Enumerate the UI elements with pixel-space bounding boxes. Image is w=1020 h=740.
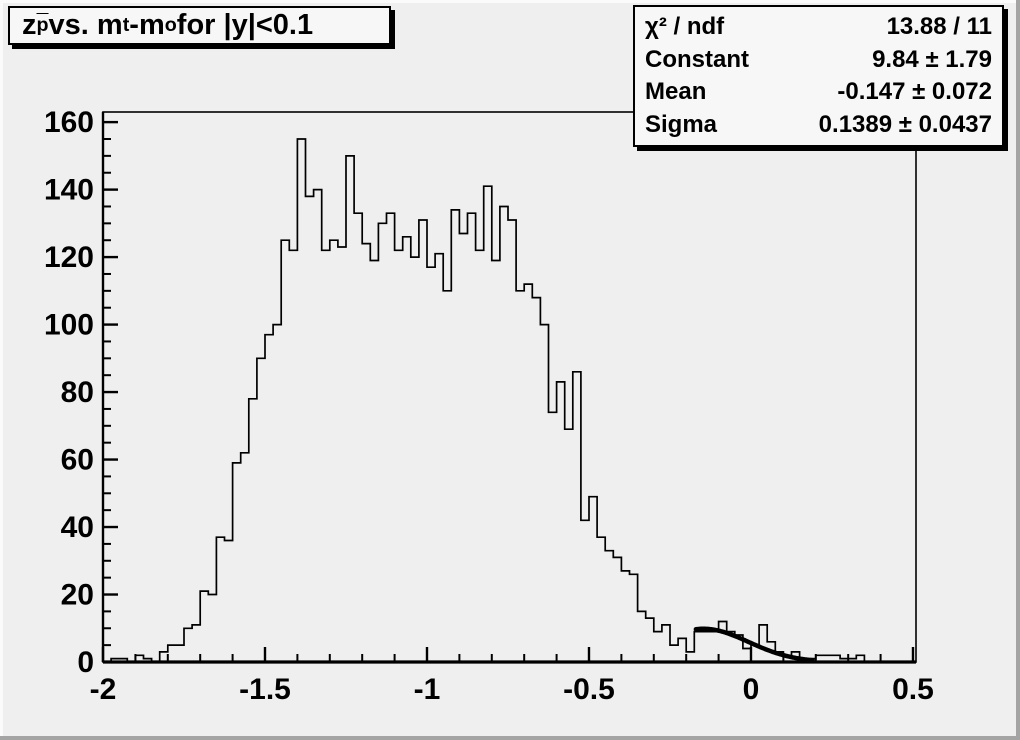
y-tick-label: 60 [61,444,94,477]
title-segment: vs. m [48,9,123,41]
canvas-bevel-left [0,0,3,740]
x-tick-label: -0.5 [563,673,615,706]
stats-label-chi2: χ² / ndf [645,13,725,41]
histogram-outline [103,138,916,663]
fit-stats-box: χ² / ndf 13.88 / 11 Constant 9.84 ± 1.79… [633,5,1004,147]
stats-value-sigma: 0.1389 ± 0.0437 [818,110,992,138]
title-segment: o [164,14,177,36]
y-tick-label: 20 [61,579,94,612]
stats-value-mean: -0.147 ± 0.072 [837,78,992,106]
title-segment: -m [129,9,165,41]
title-segment: p [36,14,49,36]
stats-value-chi2: 13.88 / 11 [886,13,992,41]
stats-label-sigma: Sigma [645,110,718,138]
title-segment: for |y|<0.1 [176,9,314,41]
title-segment: z [22,9,37,41]
stats-row-sigma: Sigma 0.1389 ± 0.0437 [645,109,992,141]
x-tick-label: -1.5 [239,673,291,706]
stats-label-constant: Constant [645,45,749,73]
y-tick-label: 80 [61,376,94,409]
canvas-bevel-bottom [0,736,1020,740]
y-tick-label: 100 [44,309,94,342]
x-tick-label: 0.5 [892,673,934,706]
canvas-bevel-right [1016,0,1020,740]
y-tick-label: 40 [61,511,94,544]
plot-frame [102,111,917,663]
stats-value-constant: 9.84 ± 1.79 [872,45,992,73]
y-tick-label: 140 [44,174,94,207]
y-tick-label: 160 [44,106,94,139]
y-tick-label: 0 [77,646,94,679]
title-segment: t [122,14,130,36]
x-tick-label: -1 [414,673,441,706]
x-tick-label: 0 [743,673,760,706]
stats-row-chi2: χ² / ndf 13.88 / 11 [645,11,992,43]
y-tick-label: 120 [44,241,94,274]
stats-label-mean: Mean [645,78,707,106]
stats-row-mean: Mean -0.147 ± 0.072 [645,76,992,108]
fit-curve [693,626,815,663]
x-tick-label: -2 [90,673,117,706]
canvas-bevel-top [0,0,1020,3]
stats-row-constant: Constant 9.84 ± 1.79 [645,44,992,76]
